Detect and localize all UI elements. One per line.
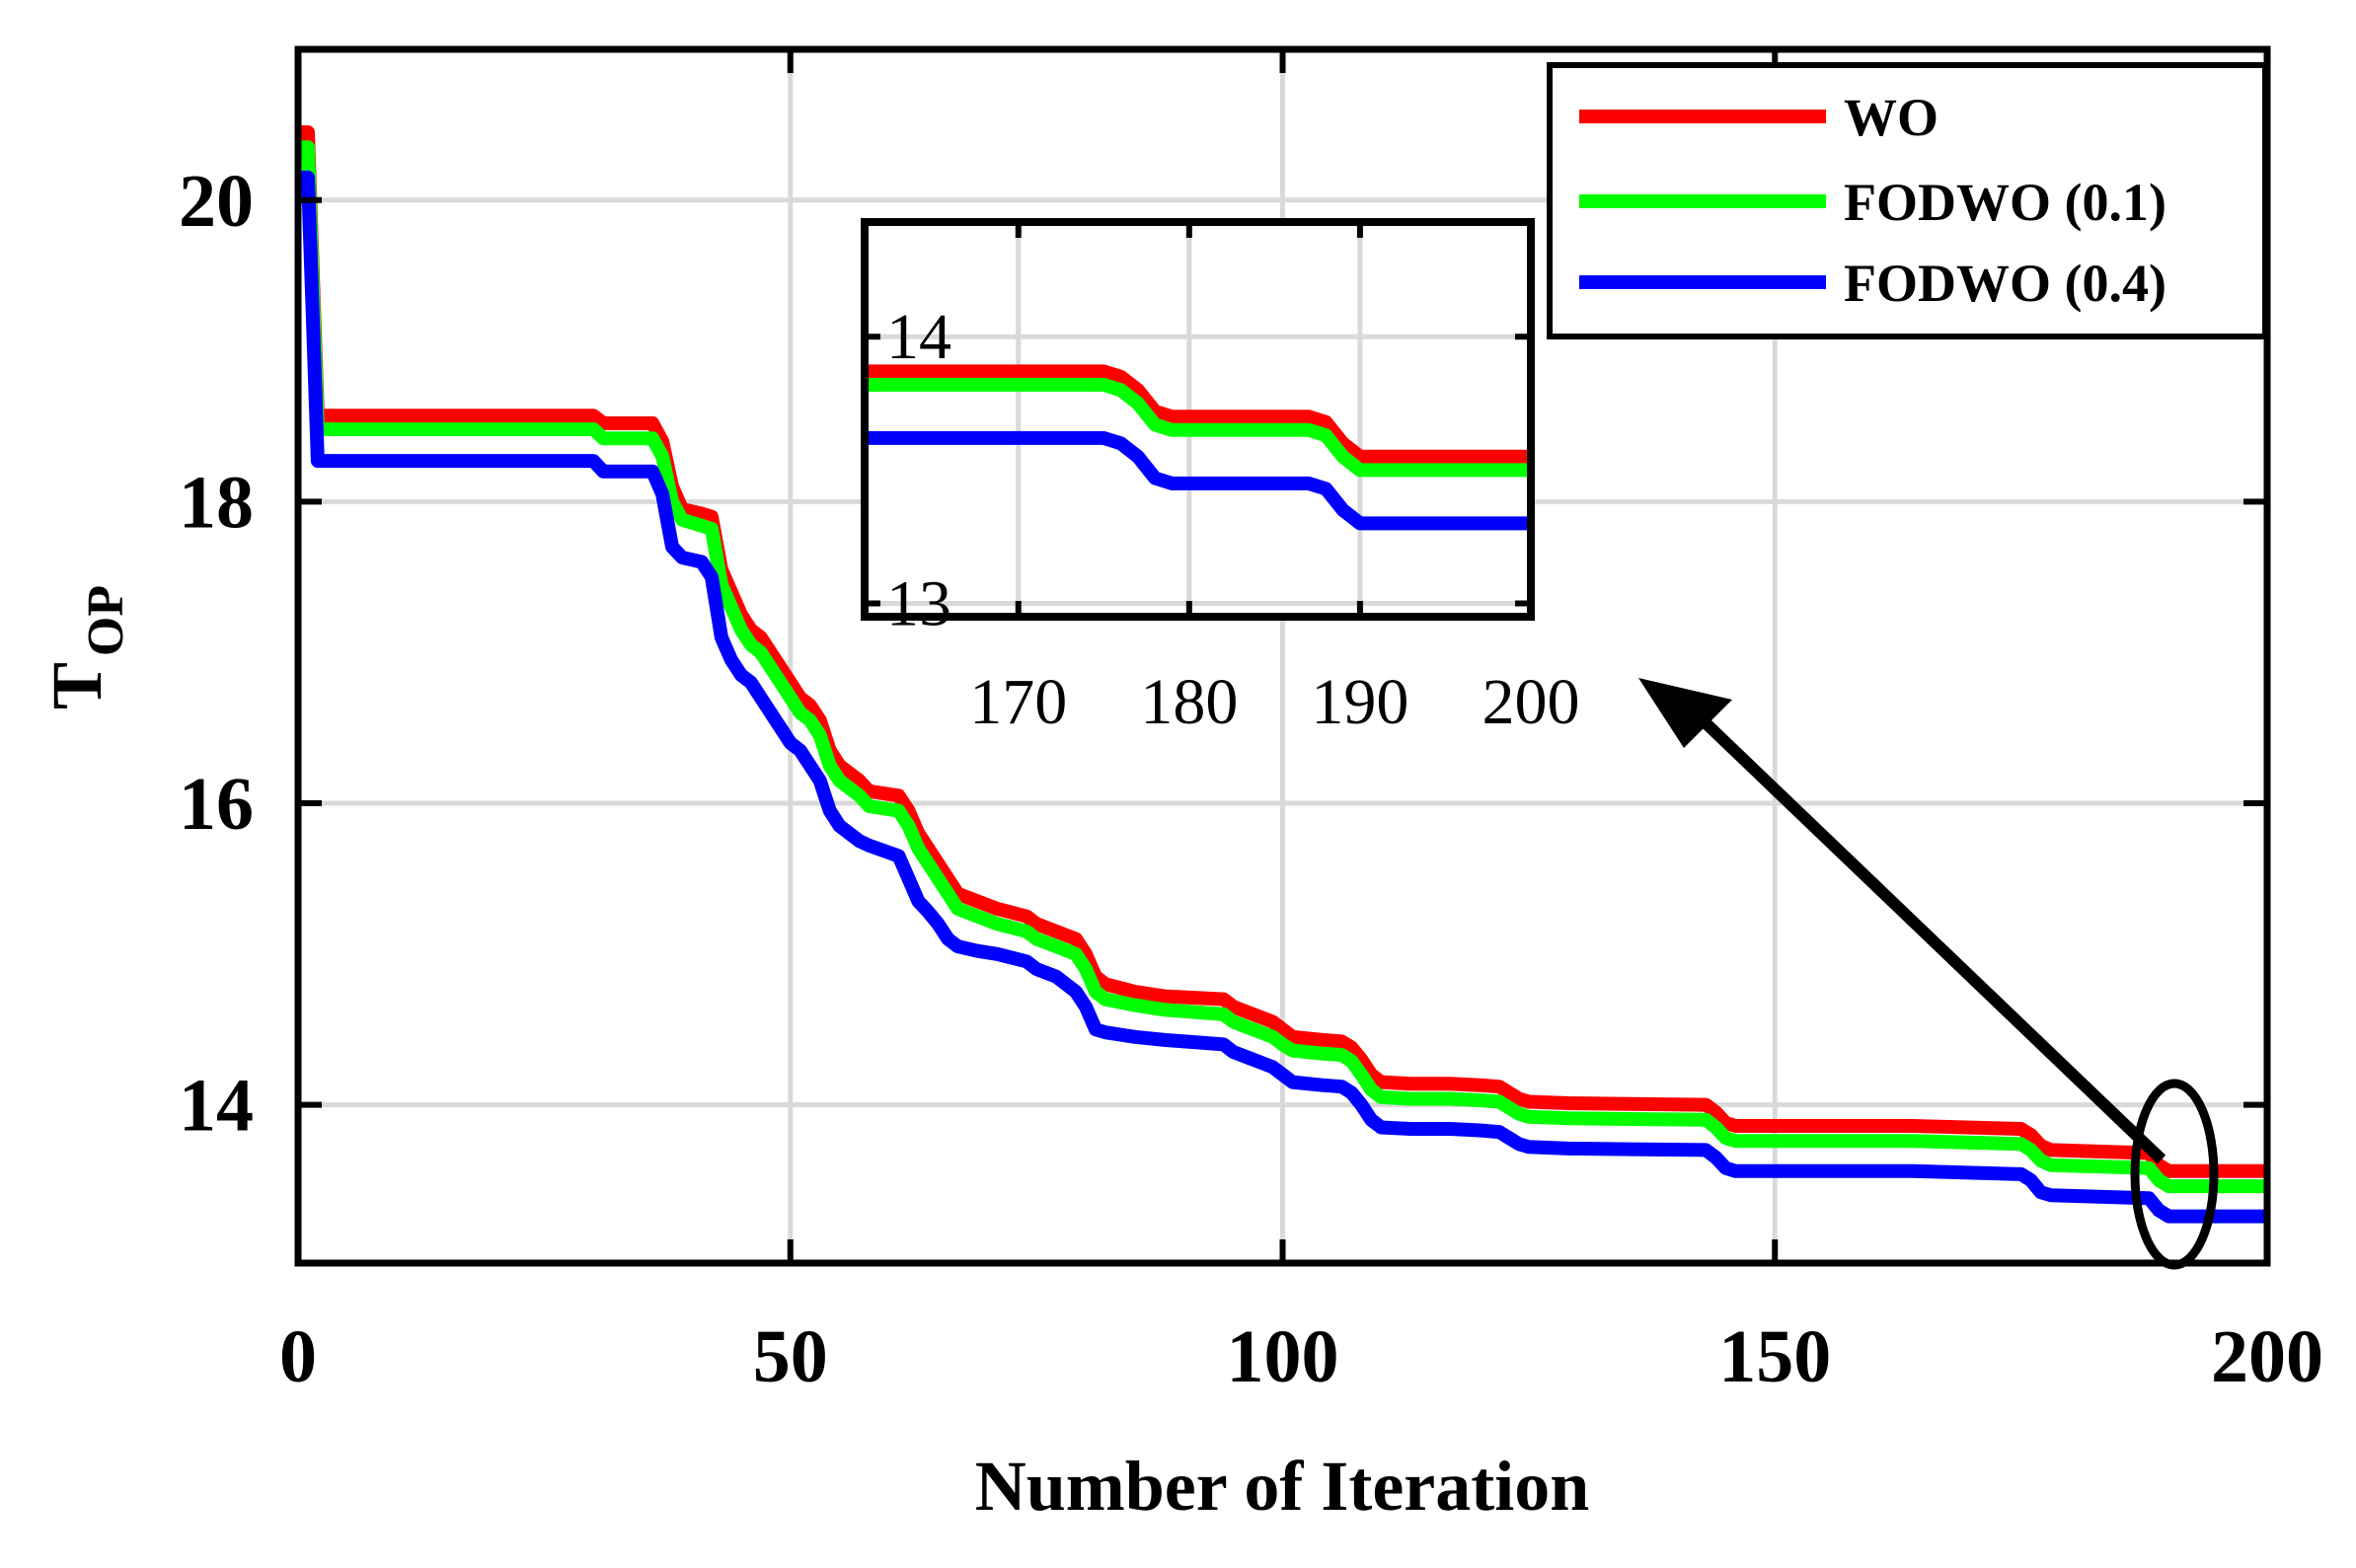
main-x-tick-labels: 0 50 100 150 200 [279,1315,2323,1398]
main-x-tick-label: 200 [2211,1315,2323,1398]
main-x-tick-label: 50 [753,1315,828,1398]
inset-y-tick-label: 14 [886,301,951,373]
inset-series-line-wo [865,364,1531,464]
main-y-tick-labels: 14 16 18 20 [179,160,254,1148]
main-y-tick-label: 14 [179,1065,254,1148]
inset-x-tick-label: 170 [969,666,1067,738]
main-series [298,125,2267,1224]
y-axis-label-main: T [38,662,116,709]
y-axis-label: T OP [38,585,134,709]
inset-plot: 170 180 190 200 13 14 [861,218,1580,738]
zoom-arrow-shaft [1693,710,2166,1164]
main-ticks [295,49,2270,1263]
zoom-region-ellipse [2130,1079,2219,1270]
inset-ticks [865,222,1534,617]
legend-label-wo: WO [1844,88,1938,147]
y-axis-label-subscript: OP [78,585,134,656]
inset-y-tick-labels: 13 14 [886,301,951,639]
inset-y-tick-label: 13 [886,567,951,639]
main-y-tick-label: 18 [179,461,254,544]
inset-series-line-fodwo-0-1 [865,377,1531,478]
inset-series-line-fodwo-0-4 [865,430,1531,531]
legend-label-fodwo-01: FODWO (0.1) [1844,173,2166,232]
main-series-line-fodwo-0-1 [298,140,2267,1194]
main-series-line-fodwo-0-4 [298,170,2267,1224]
inset-series [865,364,1531,531]
main-x-tick-label: 0 [279,1315,317,1398]
zoom-arrow-head [1638,678,1732,748]
main-x-tick-label: 150 [1718,1315,1831,1398]
main-x-tick-label: 100 [1227,1315,1339,1398]
inset-frame [861,218,1535,621]
main-y-tick-label: 16 [179,763,254,846]
zoom-annotation [1638,678,2219,1270]
inset-grid [865,222,1531,617]
inset-x-tick-label: 190 [1311,666,1408,738]
inset-x-tick-labels: 170 180 190 200 [969,666,1579,738]
inset-x-tick-label: 180 [1140,666,1238,738]
x-axis-label: Number of Iteration [975,1447,1590,1526]
legend: WO FODWO (0.1) FODWO (0.4) [1547,62,2268,339]
main-y-tick-label: 20 [179,160,254,243]
legend-label-fodwo-04: FODWO (0.4) [1844,254,2166,313]
inset-x-tick-label: 200 [1482,666,1580,738]
